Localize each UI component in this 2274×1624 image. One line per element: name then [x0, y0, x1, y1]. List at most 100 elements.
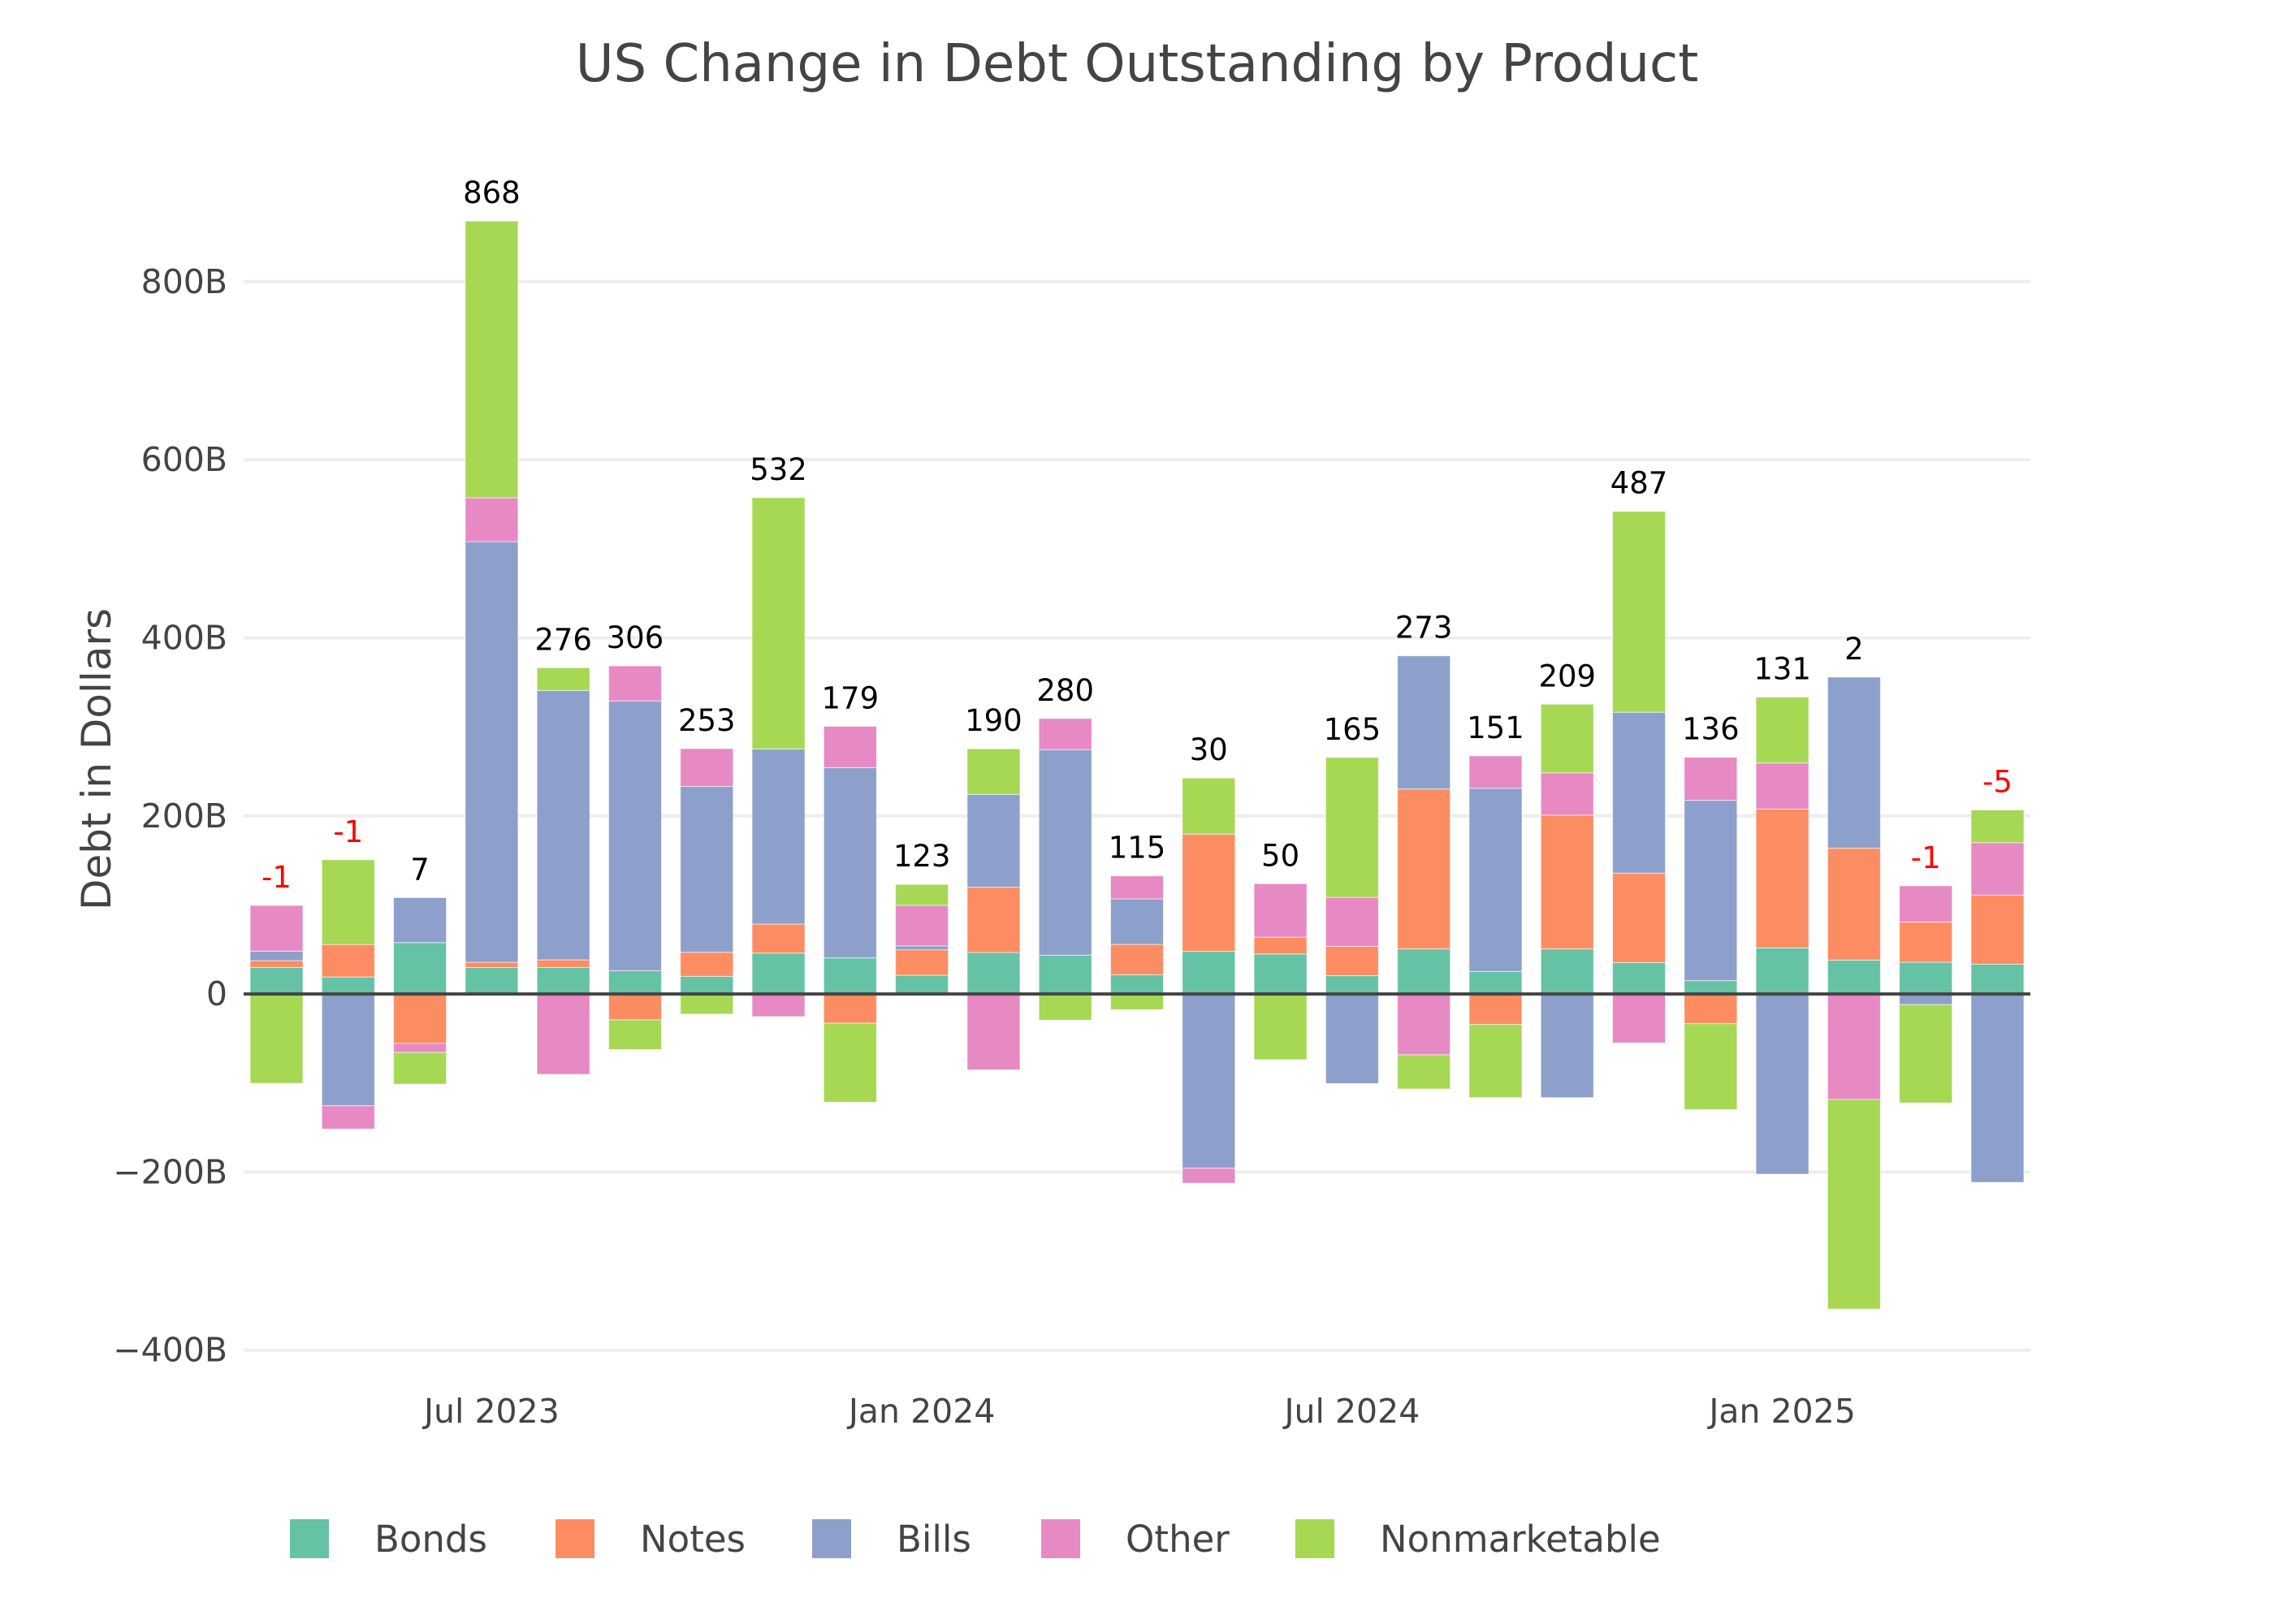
bar-segment-other[interactable]: [895, 905, 949, 947]
bar-segment-other[interactable]: [1684, 757, 1738, 801]
bar-segment-notes[interactable]: [1110, 944, 1164, 976]
bar-segment-bills[interactable]: [1540, 993, 1594, 1099]
bar-segment-bonds[interactable]: [393, 942, 447, 995]
bar-segment-bonds[interactable]: [1684, 980, 1738, 995]
bar-segment-bonds[interactable]: [823, 957, 877, 995]
bar-segment-notes[interactable]: [966, 887, 1021, 953]
bar-segment-nonmarketable[interactable]: [1110, 993, 1164, 1010]
bar-segment-bills[interactable]: [966, 793, 1021, 888]
bar-segment-nonmarketable[interactable]: [1325, 757, 1379, 898]
bar-segment-nonmarketable[interactable]: [607, 1019, 662, 1051]
bar-segment-nonmarketable[interactable]: [1038, 995, 1092, 1021]
bar-segment-other[interactable]: [1397, 993, 1451, 1056]
bar-segment-other[interactable]: [321, 1105, 375, 1129]
bar-segment-notes[interactable]: [1755, 808, 1809, 948]
bar-segment-notes[interactable]: [607, 993, 662, 1021]
bar-segment-other[interactable]: [1755, 762, 1809, 810]
bar-segment-bills[interactable]: [393, 896, 447, 944]
bar-segment-bonds[interactable]: [1397, 948, 1451, 995]
bar-segment-other[interactable]: [1468, 755, 1523, 789]
bar-segment-other[interactable]: [680, 748, 734, 788]
bar-segment-bills[interactable]: [1684, 800, 1738, 982]
bar-segment-bills[interactable]: [1325, 993, 1379, 1084]
bar-segment-nonmarketable[interactable]: [393, 1052, 447, 1085]
bar-segment-bills[interactable]: [680, 786, 734, 953]
bar-segment-nonmarketable[interactable]: [1970, 810, 2025, 844]
bar-segment-notes[interactable]: [1684, 993, 1738, 1025]
bar-segment-notes[interactable]: [1970, 894, 2025, 965]
bar-segment-notes[interactable]: [249, 960, 304, 969]
bar-segment-nonmarketable[interactable]: [1397, 1054, 1451, 1090]
bar-segment-notes[interactable]: [1325, 946, 1379, 977]
bar-segment-other[interactable]: [1325, 896, 1379, 948]
bar-segment-bonds[interactable]: [1540, 948, 1594, 995]
bar-segment-notes[interactable]: [895, 949, 949, 976]
bar-segment-notes[interactable]: [1397, 788, 1451, 950]
bar-segment-nonmarketable[interactable]: [465, 220, 519, 499]
bar-segment-other[interactable]: [465, 497, 519, 542]
bar-segment-bills[interactable]: [607, 700, 662, 971]
bar-segment-bonds[interactable]: [1468, 970, 1523, 995]
bar-segment-other[interactable]: [823, 725, 877, 768]
bar-segment-bills[interactable]: [1755, 993, 1809, 1175]
bar-segment-other[interactable]: [1827, 993, 1881, 1100]
bar-segment-nonmarketable[interactable]: [1253, 993, 1308, 1060]
bar-segment-notes[interactable]: [1612, 872, 1667, 963]
bar-segment-other[interactable]: [966, 993, 1021, 1071]
bar-segment-other[interactable]: [1612, 993, 1667, 1043]
bar-segment-other[interactable]: [1110, 875, 1164, 900]
bar-segment-bonds[interactable]: [249, 967, 304, 995]
bar-segment-bonds[interactable]: [465, 967, 519, 995]
bar-segment-bills[interactable]: [249, 950, 304, 961]
bar-segment-nonmarketable[interactable]: [1182, 777, 1236, 835]
bar-segment-nonmarketable[interactable]: [249, 993, 304, 1084]
bar-segment-bills[interactable]: [1397, 655, 1451, 790]
bar-segment-bonds[interactable]: [1038, 954, 1092, 995]
bar-segment-nonmarketable[interactable]: [1899, 1004, 1953, 1104]
bar-segment-bills[interactable]: [1970, 993, 2025, 1183]
bar-segment-notes[interactable]: [393, 993, 447, 1044]
bar-segment-bills[interactable]: [751, 748, 806, 925]
bar-segment-bills[interactable]: [1827, 676, 1881, 849]
bar-segment-notes[interactable]: [1468, 993, 1523, 1026]
bar-segment-other[interactable]: [1540, 772, 1594, 816]
bar-segment-bills[interactable]: [1110, 898, 1164, 945]
bar-segment-nonmarketable[interactable]: [1755, 696, 1809, 764]
bar-segment-nonmarketable[interactable]: [536, 667, 590, 691]
bar-segment-nonmarketable[interactable]: [966, 748, 1021, 795]
bar-segment-bills[interactable]: [465, 541, 519, 963]
bar-segment-notes[interactable]: [1827, 848, 1881, 961]
bar-segment-bills[interactable]: [321, 993, 375, 1107]
bar-segment-notes[interactable]: [536, 959, 590, 968]
bar-segment-bonds[interactable]: [536, 966, 590, 995]
bar-segment-bills[interactable]: [1182, 993, 1236, 1169]
bar-segment-other[interactable]: [536, 993, 590, 1075]
bar-segment-bills[interactable]: [895, 945, 949, 951]
bar-segment-other[interactable]: [1182, 1168, 1236, 1184]
bar-segment-nonmarketable[interactable]: [823, 1022, 877, 1103]
bar-segment-other[interactable]: [1038, 718, 1092, 750]
bar-segment-nonmarketable[interactable]: [895, 883, 949, 906]
bar-segment-notes[interactable]: [823, 993, 877, 1024]
bar-segment-nonmarketable[interactable]: [1540, 703, 1594, 774]
bar-segment-bills[interactable]: [1038, 749, 1092, 956]
bar-segment-bills[interactable]: [1612, 711, 1667, 874]
bar-segment-bonds[interactable]: [1612, 961, 1667, 995]
bar-segment-other[interactable]: [751, 993, 806, 1017]
bar-segment-other[interactable]: [607, 665, 662, 702]
bar-segment-bills[interactable]: [536, 689, 590, 961]
bar-segment-bonds[interactable]: [1253, 953, 1308, 995]
bar-segment-bonds[interactable]: [680, 975, 734, 995]
bar-segment-nonmarketable[interactable]: [321, 859, 375, 945]
bar-segment-bonds[interactable]: [1182, 951, 1236, 995]
bar-segment-bonds[interactable]: [966, 952, 1021, 995]
bar-segment-bonds[interactable]: [321, 976, 375, 995]
bar-segment-nonmarketable[interactable]: [680, 993, 734, 1015]
bar-segment-bills[interactable]: [1468, 788, 1523, 972]
bar-segment-bonds[interactable]: [1325, 975, 1379, 995]
bar-segment-notes[interactable]: [1253, 936, 1308, 955]
bar-segment-other[interactable]: [1253, 883, 1308, 938]
bar-segment-bonds[interactable]: [607, 970, 662, 995]
bar-segment-other[interactable]: [1899, 885, 1953, 923]
bar-segment-bonds[interactable]: [1970, 963, 2025, 995]
